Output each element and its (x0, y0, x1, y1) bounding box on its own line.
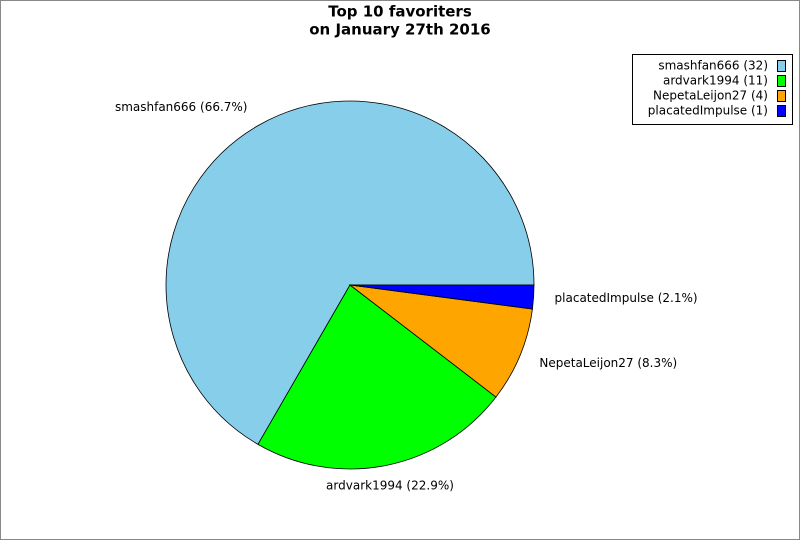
pie-slice (349, 284, 535, 310)
slice-label: ardvark1994 (22.9%) (326, 479, 454, 493)
legend-label: ardvark1994 (11) (663, 74, 768, 88)
legend-swatch (777, 60, 786, 72)
legend-label: placatedImpulse (1) (648, 104, 768, 118)
chart-title: on January 27th 2016 (309, 21, 490, 39)
slice-label: smashfan666 (66.7%) (115, 100, 248, 114)
pie-slice (165, 100, 535, 445)
chart-title: Top 10 favoriters (328, 3, 472, 21)
pie-slice (348, 284, 533, 398)
slice-label: NepetaLeijon27 (8.3%) (539, 356, 677, 370)
legend-swatch (777, 90, 786, 102)
legend-label: NepetaLeijon27 (4) (653, 89, 768, 103)
legend-swatch (777, 75, 786, 87)
slice-label: placatedImpulse (2.1%) (555, 291, 698, 305)
legend-label: smashfan666 (32) (658, 59, 768, 73)
pie-slice (257, 284, 497, 470)
legend-box (632, 54, 793, 125)
legend-swatch (777, 105, 786, 117)
